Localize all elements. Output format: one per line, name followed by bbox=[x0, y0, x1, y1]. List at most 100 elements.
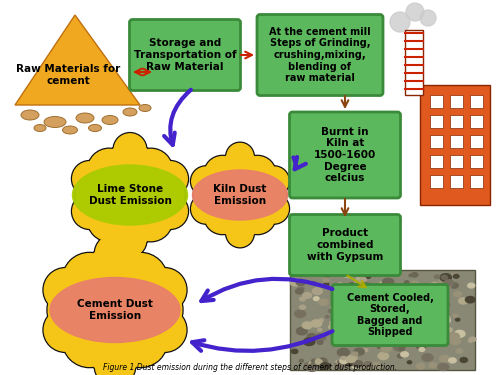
Ellipse shape bbox=[428, 311, 436, 317]
Ellipse shape bbox=[316, 272, 320, 275]
Circle shape bbox=[258, 194, 290, 224]
Text: Kiln Dust
Emission: Kiln Dust Emission bbox=[214, 184, 266, 206]
Ellipse shape bbox=[412, 324, 423, 331]
Ellipse shape bbox=[316, 360, 322, 364]
Ellipse shape bbox=[347, 321, 356, 326]
Ellipse shape bbox=[382, 309, 386, 312]
Ellipse shape bbox=[302, 322, 312, 329]
Ellipse shape bbox=[312, 361, 322, 368]
Ellipse shape bbox=[362, 290, 370, 296]
Ellipse shape bbox=[139, 105, 151, 111]
FancyBboxPatch shape bbox=[430, 155, 443, 168]
Ellipse shape bbox=[416, 343, 426, 350]
Ellipse shape bbox=[412, 273, 418, 277]
Ellipse shape bbox=[340, 339, 349, 346]
Circle shape bbox=[219, 149, 261, 191]
Ellipse shape bbox=[408, 336, 418, 343]
Ellipse shape bbox=[342, 286, 345, 288]
Circle shape bbox=[260, 195, 288, 223]
Ellipse shape bbox=[438, 298, 445, 303]
Ellipse shape bbox=[396, 335, 402, 339]
Circle shape bbox=[204, 197, 241, 235]
Circle shape bbox=[142, 308, 187, 352]
Circle shape bbox=[72, 160, 108, 197]
Ellipse shape bbox=[360, 278, 366, 282]
Ellipse shape bbox=[50, 278, 180, 342]
Ellipse shape bbox=[318, 299, 328, 305]
Ellipse shape bbox=[374, 332, 386, 339]
Ellipse shape bbox=[376, 316, 384, 322]
Circle shape bbox=[114, 252, 168, 307]
Ellipse shape bbox=[414, 298, 424, 305]
Circle shape bbox=[84, 316, 146, 375]
Ellipse shape bbox=[444, 332, 448, 334]
Ellipse shape bbox=[44, 117, 66, 128]
Ellipse shape bbox=[385, 286, 390, 289]
Ellipse shape bbox=[452, 273, 456, 276]
Ellipse shape bbox=[335, 362, 345, 368]
Circle shape bbox=[72, 193, 108, 230]
Circle shape bbox=[47, 278, 111, 342]
Ellipse shape bbox=[470, 337, 476, 342]
FancyBboxPatch shape bbox=[450, 155, 463, 168]
Ellipse shape bbox=[331, 305, 337, 309]
Ellipse shape bbox=[362, 282, 370, 288]
FancyBboxPatch shape bbox=[450, 115, 463, 128]
Ellipse shape bbox=[355, 278, 364, 284]
Circle shape bbox=[243, 173, 287, 217]
Circle shape bbox=[106, 201, 154, 248]
Ellipse shape bbox=[294, 310, 306, 318]
Ellipse shape bbox=[450, 283, 458, 288]
Ellipse shape bbox=[454, 291, 462, 297]
Ellipse shape bbox=[336, 336, 348, 344]
Ellipse shape bbox=[316, 359, 320, 362]
Ellipse shape bbox=[364, 362, 372, 367]
Ellipse shape bbox=[399, 347, 404, 351]
Circle shape bbox=[226, 142, 254, 171]
FancyBboxPatch shape bbox=[450, 175, 463, 188]
FancyBboxPatch shape bbox=[130, 20, 240, 90]
Ellipse shape bbox=[404, 306, 408, 308]
Ellipse shape bbox=[320, 363, 330, 369]
Ellipse shape bbox=[456, 318, 460, 321]
Ellipse shape bbox=[338, 348, 349, 356]
Ellipse shape bbox=[372, 306, 380, 312]
Circle shape bbox=[406, 3, 424, 21]
Ellipse shape bbox=[374, 285, 380, 288]
Ellipse shape bbox=[394, 311, 397, 313]
Ellipse shape bbox=[319, 319, 324, 321]
Ellipse shape bbox=[306, 364, 318, 371]
Ellipse shape bbox=[311, 320, 322, 327]
Ellipse shape bbox=[346, 356, 356, 363]
Ellipse shape bbox=[440, 355, 450, 362]
Ellipse shape bbox=[420, 342, 424, 344]
Ellipse shape bbox=[339, 306, 343, 308]
Circle shape bbox=[73, 162, 106, 196]
Circle shape bbox=[220, 200, 260, 239]
Ellipse shape bbox=[431, 315, 442, 323]
Ellipse shape bbox=[410, 333, 414, 336]
Ellipse shape bbox=[366, 328, 373, 333]
Circle shape bbox=[205, 198, 240, 233]
Ellipse shape bbox=[34, 124, 46, 132]
Ellipse shape bbox=[364, 273, 371, 279]
Ellipse shape bbox=[408, 322, 416, 328]
Ellipse shape bbox=[381, 345, 392, 352]
Ellipse shape bbox=[449, 333, 460, 340]
FancyBboxPatch shape bbox=[470, 175, 483, 188]
Circle shape bbox=[114, 225, 146, 256]
FancyBboxPatch shape bbox=[470, 155, 483, 168]
Ellipse shape bbox=[429, 363, 436, 368]
Circle shape bbox=[113, 224, 147, 257]
Ellipse shape bbox=[300, 297, 306, 301]
Ellipse shape bbox=[418, 287, 422, 290]
Ellipse shape bbox=[422, 354, 433, 361]
Ellipse shape bbox=[346, 361, 353, 366]
Ellipse shape bbox=[324, 283, 329, 286]
Circle shape bbox=[144, 309, 186, 351]
Ellipse shape bbox=[415, 313, 421, 317]
Circle shape bbox=[152, 193, 188, 230]
Circle shape bbox=[134, 170, 184, 220]
Ellipse shape bbox=[442, 302, 450, 307]
Ellipse shape bbox=[406, 309, 416, 315]
